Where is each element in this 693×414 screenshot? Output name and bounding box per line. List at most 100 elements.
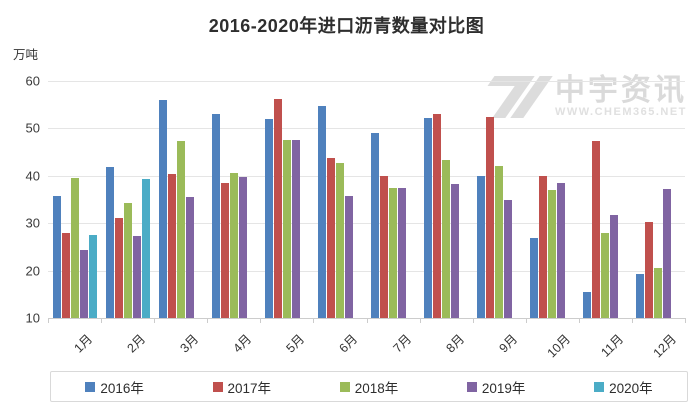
x-tick-label-9月: 9月 — [496, 331, 520, 356]
legend-swatch-icon — [466, 381, 477, 392]
bar-2016年-3月 — [158, 99, 167, 318]
bar-2019年-9月 — [504, 199, 513, 318]
bar-2017年-9月 — [486, 116, 495, 318]
x-tick-label-6月: 6月 — [337, 331, 361, 356]
gridline-20 — [48, 270, 685, 272]
x-tick-label-7月: 7月 — [390, 331, 414, 356]
bar-2018年-4月 — [229, 173, 238, 318]
bar-group-7月 — [366, 81, 419, 318]
bar-group-5月 — [260, 81, 313, 318]
bar-2017年-3月 — [167, 174, 176, 318]
y-tick-label-60: 60 — [25, 73, 40, 89]
legend-label: 2016年 — [100, 380, 144, 396]
bar-2018年-6月 — [335, 162, 344, 318]
bar-group-3月 — [154, 81, 207, 318]
bar-2017年-8月 — [433, 114, 442, 318]
x-tick-cell-12月: 12月 — [632, 320, 685, 368]
legend-swatch-icon — [212, 381, 223, 392]
y-tick-label-40: 40 — [25, 168, 40, 184]
plot-area: 10 20 30 40 50 60 — [26, 75, 686, 325]
bar-2016年-11月 — [583, 291, 592, 318]
x-tick-label-8月: 8月 — [443, 331, 467, 356]
bar-2017年-6月 — [326, 157, 335, 318]
bar-2016年-10月 — [530, 238, 539, 318]
bar-group-10月 — [526, 81, 579, 318]
bar-groups — [48, 81, 685, 318]
bar-2019年-7月 — [398, 187, 406, 318]
x-axis-tick — [472, 318, 474, 323]
bar-2017年-5月 — [273, 99, 282, 318]
x-axis-tick — [207, 318, 209, 323]
x-tick-label-4月: 4月 — [230, 331, 255, 356]
legend-item-2020年: 2020年 — [594, 377, 653, 397]
bar-2018年-9月 — [495, 166, 504, 318]
y-axis-unit-label: 万吨 — [13, 48, 39, 62]
x-tick-cell-2月: 2月 — [101, 320, 154, 368]
x-axis-tick — [631, 318, 633, 323]
bar-2016年-4月 — [211, 114, 220, 318]
bar-2019年-6月 — [344, 196, 353, 318]
bar-2018年-12月 — [654, 268, 663, 318]
bar-2016年-12月 — [636, 273, 645, 318]
x-tick-cell-1月: 1月 — [48, 320, 101, 368]
bar-2020年-2月 — [141, 179, 150, 318]
bar-2017年-2月 — [114, 217, 123, 318]
bar-2016年-9月 — [477, 175, 486, 318]
bar-2016年-1月 — [52, 196, 61, 318]
bar-2019年-1月 — [79, 249, 88, 318]
bar-2019年-11月 — [610, 214, 619, 318]
x-tick-cell-8月: 8月 — [420, 320, 473, 368]
x-tick-cell-3月: 3月 — [154, 320, 207, 368]
bar-2018年-8月 — [442, 160, 451, 318]
x-tick-cell-10月: 10月 — [526, 320, 579, 368]
bar-2018年-2月 — [123, 203, 132, 318]
bar-group-2月 — [101, 81, 154, 318]
legend-label: 2020年 — [609, 380, 653, 396]
bar-group-9月 — [473, 81, 526, 318]
bar-2018年-11月 — [601, 232, 610, 318]
legend-item-2017年: 2017年 — [212, 377, 272, 397]
bar-2019年-3月 — [185, 197, 194, 318]
bar-2017年-11月 — [592, 141, 601, 318]
bar-2020年-1月 — [88, 234, 97, 318]
bar-2017年-10月 — [539, 175, 548, 318]
x-tick-cell-11月: 11月 — [579, 320, 632, 368]
x-axis-tick — [525, 318, 527, 323]
bar-2016年-5月 — [264, 118, 273, 318]
x-axis-tick — [578, 318, 580, 323]
legend: 2016年 2017年 2018年 2019年 2020年 — [50, 371, 688, 402]
bar-group-6月 — [313, 81, 366, 318]
bar-group-11月 — [579, 81, 632, 318]
bar-2017年-7月 — [380, 175, 388, 318]
x-tick-label-10月: 10月 — [544, 331, 573, 361]
x-tick-label-3月: 3月 — [177, 331, 202, 356]
bar-group-1月 — [48, 81, 101, 318]
x-axis-labels: 1月 2月 3月 4月 5月 6月 7月 8月 9月 10月 11月 12月 — [48, 320, 685, 368]
bar-2016年-7月 — [371, 133, 379, 318]
bar-2016年-8月 — [424, 117, 433, 318]
legend-label: 2019年 — [481, 380, 526, 396]
bar-2018年-10月 — [548, 189, 557, 318]
x-tick-label-5月: 5月 — [283, 331, 308, 356]
x-axis-tick — [154, 318, 156, 323]
gridline-50 — [48, 128, 685, 130]
legend-label: 2017年 — [227, 380, 272, 396]
x-axis-tick — [101, 318, 103, 323]
x-axis-tick — [366, 318, 368, 323]
x-axis-tick — [260, 318, 262, 323]
x-axis-tick — [313, 318, 315, 323]
legend-label: 2018年 — [354, 380, 399, 396]
y-tick-label-10: 10 — [25, 310, 40, 326]
x-axis-tick — [419, 318, 421, 323]
gridline-30 — [48, 223, 685, 225]
bar-2018年-1月 — [70, 178, 79, 318]
x-tick-label-2月: 2月 — [124, 331, 149, 356]
x-tick-cell-5月: 5月 — [260, 320, 313, 368]
y-tick-label-30: 30 — [25, 215, 40, 231]
x-axis-tick — [48, 318, 49, 323]
x-tick-cell-4月: 4月 — [207, 320, 260, 368]
x-ticks — [48, 318, 686, 324]
x-tick-label-1月: 1月 — [71, 331, 96, 356]
bar-2017年-4月 — [220, 182, 229, 318]
legend-item-2018年: 2018年 — [339, 377, 399, 397]
